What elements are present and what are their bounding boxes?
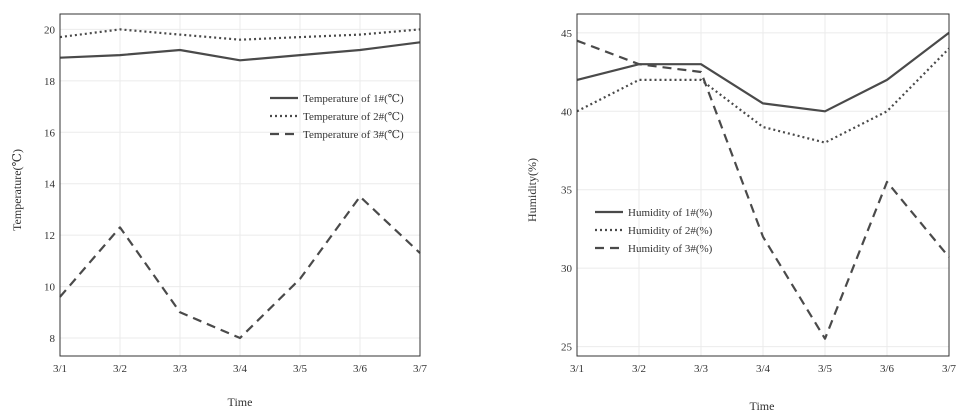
y-tick-label: 30 <box>561 263 573 275</box>
x-tick-label: 3/5 <box>818 363 833 375</box>
y-tick-label: 8 <box>50 333 56 345</box>
legend-label: Humidity of 3#(%) <box>628 243 713 255</box>
legend-label: Temperature of 2#(℃) <box>303 111 404 123</box>
x-tick-label: 3/5 <box>293 363 308 375</box>
series-line-1 <box>59 41 421 62</box>
plot-area-border <box>59 13 421 357</box>
x-tick-label: 3/1 <box>53 363 67 375</box>
legend: Temperature of 1#(℃) Temperature of 2#(℃)… <box>270 93 404 141</box>
chart-2: 25 30 35 40 45 3/1 3/2 3/3 3/4 3/5 3/6 3/7 Time Humid… <box>525 13 957 413</box>
y-tick-label: 25 <box>561 342 573 354</box>
y-tick-label: 10 <box>44 282 56 294</box>
y-tick-label: 45 <box>561 28 573 40</box>
series-line-2 <box>59 28 421 41</box>
x-tick-label: 3/1 <box>570 363 584 375</box>
y-tick-label: 40 <box>561 106 573 118</box>
legend: Humidity of 1#(%) Humidity of 2#(%) Humidi… <box>595 207 713 255</box>
x-tick-label: 3/6 <box>353 363 368 375</box>
x-tick-label: 3/2 <box>113 363 127 375</box>
y-tick-label: 20 <box>44 24 56 36</box>
y-axis-title: Temperature(℃) <box>10 149 24 231</box>
series-line-3 <box>59 195 421 340</box>
y-tick-label: 12 <box>44 230 55 242</box>
series-line-3 <box>576 39 950 340</box>
x-tick-label: 3/6 <box>880 363 895 375</box>
x-tick-label: 3/2 <box>632 363 646 375</box>
x-axis-title: Time <box>228 395 253 409</box>
y-tick-label: 18 <box>44 76 56 88</box>
chart-1: 8 10 12 14 16 18 20 3/1 3/2 3/3 3/4 3/5 3/6 3/7 Time Te… <box>10 13 428 409</box>
y-tick-label: 35 <box>561 185 573 197</box>
x-tick-label: 3/7 <box>942 363 957 375</box>
x-tick-label: 3/3 <box>694 363 709 375</box>
x-tick-label: 3/4 <box>233 363 248 375</box>
legend-label: Humidity of 2#(%) <box>628 225 713 237</box>
y-tick-label: 14 <box>44 179 56 191</box>
legend-label: Humidity of 1#(%) <box>628 207 713 219</box>
y-tick-label: 16 <box>44 127 56 139</box>
plot-area-border <box>576 13 950 357</box>
x-tick-label: 3/3 <box>173 363 188 375</box>
x-tick-label: 3/7 <box>413 363 428 375</box>
y-axis-title: Humidity(%) <box>525 158 539 222</box>
legend-label: Temperature of 3#(℃) <box>303 129 404 141</box>
x-axis-title: Time <box>750 399 775 413</box>
x-tick-label: 3/4 <box>756 363 771 375</box>
legend-label: Temperature of 1#(℃) <box>303 93 404 105</box>
